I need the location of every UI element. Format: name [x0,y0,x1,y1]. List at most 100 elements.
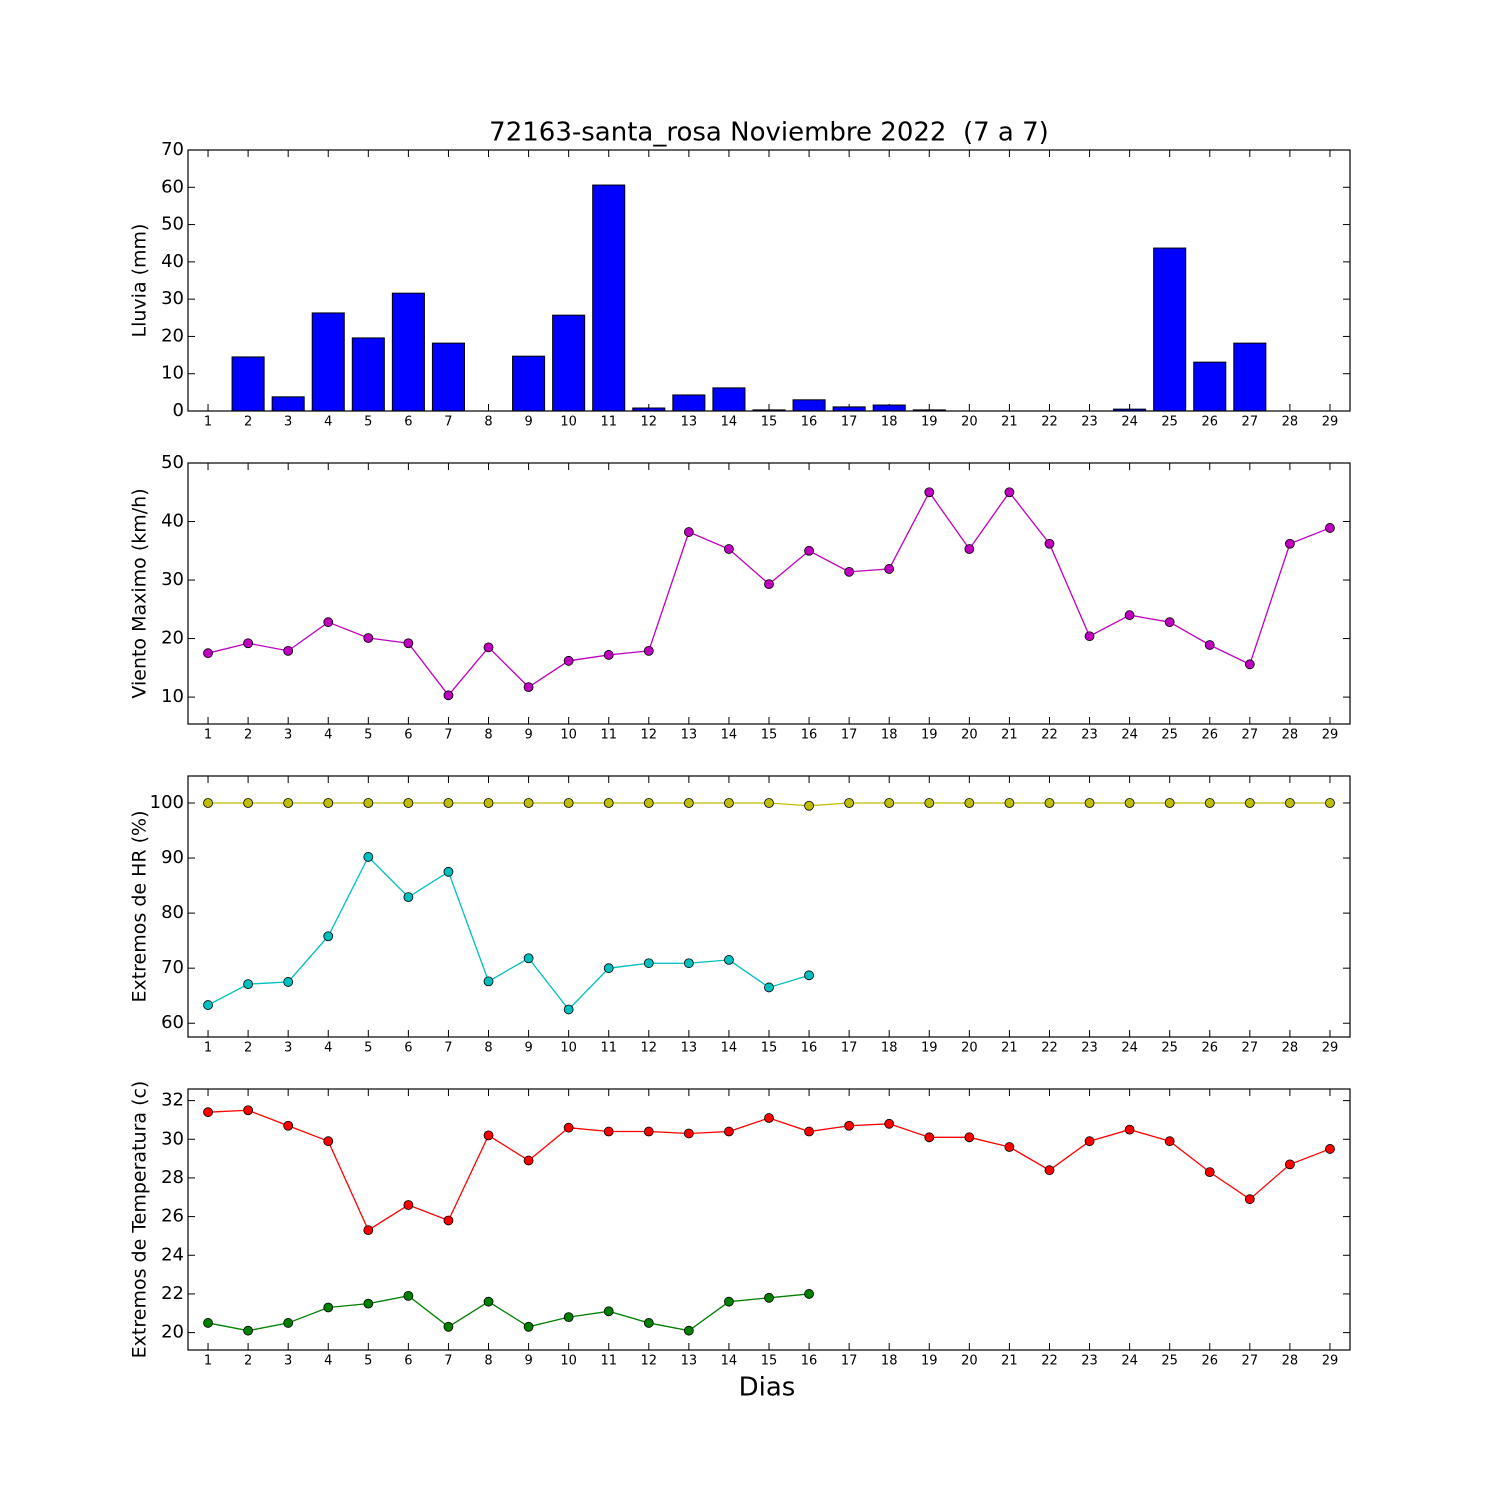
data-point [1284,538,1295,549]
y-tick-label: 10 [161,363,184,384]
data-point [443,866,454,877]
x-tick-label: 2 [244,415,252,430]
x-tick-label: 9 [524,1041,532,1056]
x-tick-label: 5 [364,728,372,743]
data-point [884,1118,895,1129]
x-tick-label: 13 [681,728,698,743]
x-tick-label: 18 [881,1041,898,1056]
x-tick-label: 16 [801,415,818,430]
data-point [1044,1165,1055,1176]
data-point [683,1325,694,1336]
data-point [603,1126,614,1137]
bar [431,342,465,412]
x-tick-label: 13 [681,415,698,430]
x-tick-label: 18 [881,415,898,430]
y-tick-label: 30 [161,288,184,309]
x-axis-label: Dias [739,1373,796,1403]
bar [792,399,826,412]
data-point [764,579,774,590]
x-tick-label: 16 [801,1041,818,1056]
x-tick-label: 14 [721,415,738,430]
y-tick-label: 24 [161,1244,184,1265]
data-point [243,1325,254,1336]
bar [1233,342,1267,412]
x-tick-label: 24 [1121,1041,1138,1056]
bar [552,314,586,412]
axes-frame [187,775,1351,1038]
data-point [243,638,254,649]
data-point [724,544,734,554]
x-tick-label: 7 [444,728,452,743]
data-point [203,1107,213,1118]
x-tick-label: 8 [484,1354,492,1369]
data-point [1124,1124,1135,1135]
axes-frame [187,1088,1351,1351]
data-point [1084,631,1095,642]
data-point [884,798,895,808]
y-tick-label: 10 [161,686,184,707]
x-tick-label: 4 [324,1041,332,1056]
x-tick-label: 3 [284,1354,292,1369]
x-tick-label: 12 [641,728,658,743]
data-point [683,798,694,808]
data-point [563,1122,574,1133]
x-tick-label: 20 [961,1041,978,1056]
data-point [1004,1142,1015,1152]
bar [1153,247,1187,412]
data-point [1244,659,1255,670]
x-tick-label: 3 [284,1041,292,1056]
x-tick-label: 3 [284,728,292,743]
x-tick-label: 10 [560,1354,577,1369]
x-tick-label: 26 [1201,1354,1218,1369]
axes-frame [187,462,1351,725]
data-point [483,1130,494,1141]
x-tick-label: 19 [921,1041,938,1056]
x-tick-label: 15 [761,1354,778,1369]
x-tick-label: 21 [1001,415,1018,430]
series-line [207,855,810,1011]
x-tick-label: 29 [1322,1041,1339,1056]
data-point [643,798,654,808]
x-tick-label: 25 [1161,728,1178,743]
x-tick-label: 15 [761,728,778,743]
data-point [403,1290,414,1301]
data-point [363,633,374,643]
data-point [1244,798,1255,808]
bar [592,184,626,412]
y-tick-label: 50 [161,214,184,235]
data-point [1204,640,1215,650]
x-tick-label: 15 [761,1041,778,1056]
x-tick-label: 22 [1041,1041,1058,1056]
x-tick-label: 14 [721,728,738,743]
data-point [643,1126,654,1137]
y-axis-label: Extremos de Temperatura (c) [129,1081,151,1359]
x-tick-label: 2 [244,1041,252,1056]
x-tick-label: 21 [1001,728,1018,743]
data-point [1044,798,1055,808]
data-point [403,638,414,649]
data-point [363,1225,374,1236]
data-point [844,798,855,808]
bar [1193,361,1227,412]
x-tick-label: 25 [1161,1041,1178,1056]
data-point [563,1004,574,1015]
data-point [403,798,414,808]
x-tick-label: 27 [1242,1354,1259,1369]
data-point [804,1289,814,1299]
data-point [724,955,734,965]
x-tick-label: 9 [524,728,532,743]
bar [672,394,706,412]
x-tick-label: 14 [721,1041,738,1056]
data-point [523,798,534,808]
chart-title: 72163-santa_rosa Noviembre 2022 (7 a 7) [489,118,1049,148]
x-tick-label: 2 [244,1354,252,1369]
data-point [523,682,534,693]
x-tick-label: 12 [641,1354,658,1369]
data-point [1204,1167,1215,1178]
data-point [964,1132,975,1143]
x-tick-label: 10 [560,728,577,743]
x-tick-label: 1 [204,1041,212,1056]
data-point [643,645,654,656]
y-tick-label: 100 [150,792,184,813]
